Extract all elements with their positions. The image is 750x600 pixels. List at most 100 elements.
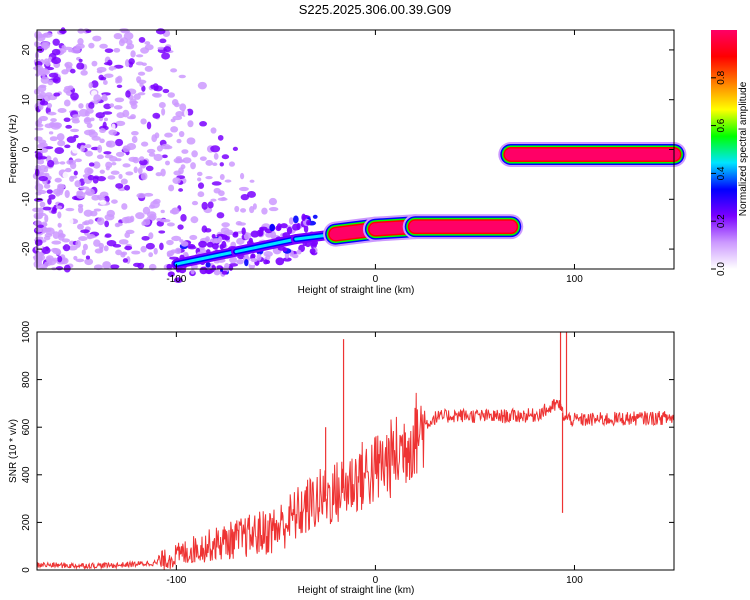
- heatmap-noise-cell: [61, 238, 71, 243]
- heatmap-noise-cell: [66, 136, 77, 143]
- heatmap-scatter-cell: [312, 214, 318, 219]
- heatmap-noise-cell: [151, 92, 160, 97]
- heatmap-noise-cell: [170, 126, 179, 133]
- heatmap-noise-cell: [219, 173, 225, 180]
- heatmap-noise-cell: [103, 151, 112, 155]
- heatmap-noise-cell: [165, 160, 170, 166]
- heatmap-scatter-cell: [187, 244, 196, 249]
- heatmap-noise-cell: [42, 206, 52, 211]
- heatmap-noise-cell: [92, 35, 102, 42]
- heatmap-noise-cell: [57, 183, 65, 189]
- heatmap-noise-cell: [130, 50, 136, 58]
- heatmap-noise-cell: [144, 44, 154, 51]
- heatmap-noise-cell: [121, 216, 130, 224]
- heatmap-ridge-segment: [174, 250, 238, 266]
- heatmap-noise-cell: [125, 90, 131, 98]
- heatmap-noise-cell: [65, 124, 72, 129]
- heatmap-noise-cell: [77, 38, 84, 46]
- heatmap-noise-cell: [54, 177, 62, 183]
- heatmap-noise-cell: [73, 170, 78, 176]
- heatmap-noise-cell: [164, 145, 173, 150]
- colorbar-gradient: [711, 30, 737, 269]
- heatmap-noise-cell: [138, 159, 148, 166]
- heatmap-noise-cell: [211, 181, 222, 186]
- heatmap-noise-cell: [88, 162, 95, 167]
- heatmap-noise-cell: [128, 58, 135, 65]
- heatmap-noise-cell: [124, 184, 131, 191]
- heatmap-noise-cell: [55, 205, 63, 209]
- heatmap-noise-cell: [36, 94, 44, 100]
- heatmap-noise-cell: [57, 211, 62, 219]
- heatmap-noise-cell: [145, 165, 154, 172]
- heatmap-noise-cell: [62, 171, 71, 179]
- heatmap-noise-cell: [171, 98, 179, 106]
- heatmap-noise-cell: [114, 138, 124, 147]
- heatmap-scatter-cell: [269, 223, 275, 232]
- heatmap-scatter-cell: [305, 241, 311, 248]
- heatmap-noise-cell: [62, 244, 71, 252]
- snr-y-axis-label: SNR (10 * v/v): [8, 419, 19, 483]
- heatmap-noise-cell: [110, 170, 120, 175]
- heatmap-noise-cell: [88, 101, 95, 110]
- heatmap-noise-cell: [104, 48, 114, 53]
- heatmap-noise-cell: [43, 58, 50, 65]
- heatmap-noise-cell: [52, 231, 60, 239]
- heatmap-noise-cell: [141, 85, 146, 92]
- heatmap-noise-cell: [102, 261, 112, 269]
- heatmap-noise-cell: [63, 99, 71, 107]
- heatmap-scatter-cell: [233, 231, 239, 236]
- heatmap-noise-cell: [210, 127, 217, 134]
- heatmap-noise-cell: [115, 120, 126, 127]
- heatmap-noise-cell: [172, 115, 183, 121]
- heatmap-noise-cell: [170, 68, 178, 73]
- heatmap-noise-cell: [218, 190, 225, 197]
- heatmap-noise-cell: [148, 252, 154, 258]
- heatmap-noise-cell: [148, 232, 154, 240]
- heatmap-noise-cell: [91, 60, 98, 67]
- heatmap-noise-cell: [88, 42, 95, 49]
- heatmap-scatter-cell: [275, 225, 282, 232]
- heatmap-noise-cell: [140, 245, 147, 253]
- heatmap-noise-cell: [106, 140, 116, 148]
- snr-x-tick-label: 100: [566, 575, 583, 586]
- heatmap-noise-cell: [175, 121, 184, 128]
- heatmap-noise-cell: [107, 175, 116, 180]
- colorbar-tick-label: 0.4: [716, 166, 727, 180]
- heatmap-noise-cell: [122, 258, 128, 263]
- heatmap-noise-cell: [36, 258, 43, 267]
- heatmap-noise-cell: [140, 118, 147, 125]
- heatmap-noise-cell: [113, 105, 123, 110]
- heatmap-noise-cell: [160, 209, 165, 214]
- heatmap-noise-cell: [35, 164, 41, 170]
- heatmap-noise-cell: [78, 103, 84, 109]
- heatmap-noise-cell: [83, 116, 92, 125]
- heatmap-noise-cell: [57, 108, 67, 113]
- heatmap-noise-cell: [96, 176, 107, 182]
- heatmap-noise-cell: [46, 102, 53, 109]
- heatmap-noise-cell: [52, 76, 61, 84]
- heatmap-noise-cell: [76, 62, 85, 70]
- heatmap-noise-cell: [47, 79, 54, 86]
- heatmap-noise-cell: [124, 245, 133, 251]
- heatmap-noise-cell: [261, 207, 268, 215]
- heatmap-noise-cell: [70, 128, 80, 133]
- heatmap-scatter-cell: [275, 257, 285, 266]
- heatmap-noise-cell: [36, 159, 45, 165]
- heatmap-noise-cell: [148, 213, 157, 221]
- heatmap-noise-cell: [144, 65, 153, 72]
- heatmap-noise-cell: [85, 108, 94, 114]
- heatmap-noise-cell: [196, 171, 203, 177]
- snr-x-tick-label: -100: [166, 575, 186, 586]
- heatmap-noise-cell: [47, 198, 52, 205]
- heatmap-noise-cell: [85, 255, 91, 260]
- heatmap-noise-cell: [161, 154, 168, 159]
- heatmap-noise-cell: [80, 229, 90, 234]
- heatmap-noise-cell: [87, 168, 94, 174]
- heatmap-noise-cell: [78, 236, 88, 242]
- heatmap-y-axis-label: Frequency (Hz): [8, 115, 19, 184]
- heatmap-noise-cell: [171, 235, 182, 242]
- heatmap-noise-cell: [99, 199, 107, 205]
- heatmap-noise-cell: [40, 41, 51, 50]
- heatmap-scatter-cell: [292, 223, 300, 231]
- heatmap-noise-cell: [115, 76, 121, 83]
